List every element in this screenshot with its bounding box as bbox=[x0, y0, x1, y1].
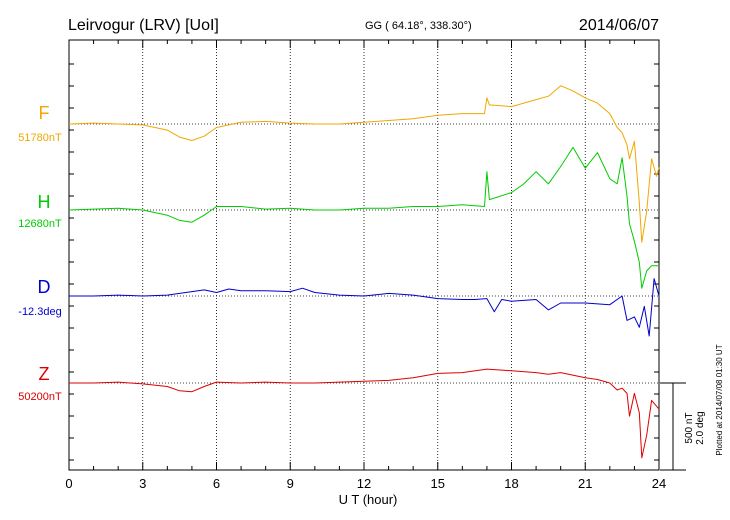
x-tick-label: 12 bbox=[357, 476, 371, 491]
x-tick-label: 3 bbox=[139, 476, 146, 491]
x-tick-label: 15 bbox=[431, 476, 445, 491]
series-line-h bbox=[68, 146, 659, 289]
scale-label-nt: 500 nT bbox=[684, 412, 695, 443]
series-label-h: H bbox=[38, 192, 51, 212]
coordinates-label: GG ( 64.18°, 338.30°) bbox=[365, 20, 472, 32]
x-tick-label: 6 bbox=[213, 476, 220, 491]
series-label-z: Z bbox=[39, 364, 50, 384]
station-title: Leirvogur (LRV) [UoI] bbox=[68, 17, 219, 34]
x-tick-label: 18 bbox=[504, 476, 518, 491]
series-group bbox=[68, 85, 660, 459]
series-labels: F 51780nT H 12680nT D -12.3deg Z 50200nT bbox=[18, 103, 62, 403]
x-tick-label: 21 bbox=[578, 476, 592, 491]
series-baseline-h: 12680nT bbox=[18, 218, 62, 230]
series-baseline-d: -12.3deg bbox=[18, 306, 61, 318]
date-label: 2014/06/07 bbox=[579, 17, 659, 34]
series-baseline-f: 51780nT bbox=[18, 132, 62, 144]
series-label-d: D bbox=[38, 277, 51, 297]
x-ticks: 0 3 6 9 12 15 18 21 24 bbox=[65, 40, 666, 491]
series-line-d bbox=[69, 278, 660, 337]
series-line-f bbox=[68, 85, 660, 243]
x-tick-label: 0 bbox=[65, 476, 72, 491]
y-tick-marks bbox=[69, 63, 659, 461]
x-axis-label: U T (hour) bbox=[339, 492, 398, 507]
series-baseline-z: 50200nT bbox=[18, 391, 62, 403]
series-line-z bbox=[69, 368, 660, 459]
series-label-f: F bbox=[39, 103, 50, 123]
scale-bar bbox=[660, 382, 686, 471]
plotted-at-note: Plotted at 2014/07/08 01:30 UT bbox=[715, 344, 724, 455]
x-tick-label: 24 bbox=[652, 476, 666, 491]
scale-label-deg: 2.0 deg bbox=[695, 411, 706, 444]
x-tick-label: 9 bbox=[287, 476, 294, 491]
